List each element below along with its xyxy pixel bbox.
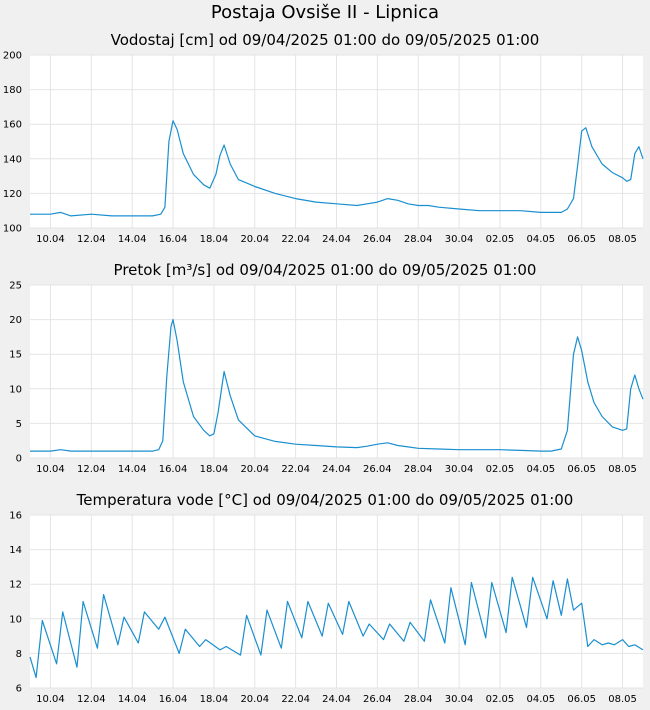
chart-title-water-temperature: Temperatura vode [°C] od 09/04/2025 01:0…: [76, 491, 574, 509]
y-tick-label: 20: [9, 315, 22, 326]
y-tick-label: 100: [3, 224, 22, 235]
x-tick-label: 04.05: [527, 694, 556, 705]
page-title: Postaja Ovsiše II - Lipnica: [210, 2, 440, 23]
chart-title-water-level: Vodostaj [cm] od 09/04/2025 01:00 do 09/…: [110, 31, 540, 49]
x-tick-label: 24.04: [322, 234, 351, 245]
x-tick-label: 02.05: [486, 694, 515, 705]
chart-water-temperature: 6 8 10 12 14 16 10.04 12.04 14.04 16.04 18.04 20.04…: [9, 511, 644, 705]
y-tick-label: 6: [16, 684, 22, 695]
x-tick-label: 12.04: [77, 464, 106, 475]
y-tick-label: 16: [9, 511, 22, 522]
x-tick-label: 20.04: [240, 234, 269, 245]
x-tick-label: 20.04: [240, 694, 269, 705]
x-tick-label: 16.04: [159, 234, 188, 245]
x-tick-label: 14.04: [118, 234, 147, 245]
y-tick-label: 5: [16, 419, 22, 430]
x-tick-label: 26.04: [363, 694, 392, 705]
y-tick-label: 160: [3, 120, 22, 131]
x-tick-label: 20.04: [240, 464, 269, 475]
y-tick-label: 140: [3, 154, 22, 165]
x-tick-label: 04.05: [527, 464, 556, 475]
x-tick-label: 26.04: [363, 464, 392, 475]
y-tick-label: 15: [9, 350, 22, 361]
chart-title-discharge: Pretok [m³/s] od 09/04/2025 01:00 do 09/…: [113, 261, 537, 279]
x-tick-label: 30.04: [445, 464, 474, 475]
x-tick-label: 12.04: [77, 694, 106, 705]
x-tick-label: 30.04: [445, 234, 474, 245]
x-tick-label: 14.04: [118, 694, 147, 705]
x-tick-label: 24.04: [322, 464, 351, 475]
series-line: [29, 576, 644, 679]
x-tick-label: 06.05: [567, 464, 596, 475]
y-tick-label: 200: [3, 51, 22, 62]
x-tick-label: 08.05: [608, 234, 637, 245]
x-tick-label: 12.04: [77, 234, 106, 245]
x-tick-label: 22.04: [281, 464, 310, 475]
y-tick-label: 120: [3, 189, 22, 200]
y-tick-label: 25: [9, 281, 22, 292]
y-tick-label: 0: [16, 454, 22, 465]
x-tick-label: 08.05: [608, 694, 637, 705]
y-tick-label: 14: [9, 545, 22, 556]
y-tick-label: 12: [9, 580, 22, 591]
x-tick-label: 02.05: [486, 234, 515, 245]
x-tick-label: 04.05: [527, 234, 556, 245]
x-tick-label: 16.04: [159, 464, 188, 475]
x-tick-label: 28.04: [404, 464, 433, 475]
x-tick-label: 22.04: [281, 694, 310, 705]
chart-water-level: 100 120 140 160 180 200 10.04 12.04 14.04 16.04 18…: [3, 51, 644, 245]
x-tick-label: 14.04: [118, 464, 147, 475]
x-tick-label: 16.04: [159, 694, 188, 705]
series-line: [30, 120, 644, 217]
x-tick-label: 24.04: [322, 694, 351, 705]
y-tick-label: 10: [9, 614, 22, 625]
x-tick-label: 06.05: [567, 234, 596, 245]
x-tick-label: 28.04: [404, 694, 433, 705]
chart-discharge: 0 5 10 15 20 25 10.04 12.04 14.04 16.04 18.04 20.04…: [9, 281, 644, 475]
x-tick-label: 28.04: [404, 234, 433, 245]
x-tick-label: 10.04: [36, 694, 65, 705]
series-line: [30, 318, 644, 452]
x-tick-label: 22.04: [281, 234, 310, 245]
x-tick-label: 08.05: [608, 464, 637, 475]
x-tick-label: 30.04: [445, 694, 474, 705]
x-tick-label: 26.04: [363, 234, 392, 245]
y-tick-label: 10: [9, 384, 22, 395]
x-tick-label: 18.04: [200, 234, 229, 245]
x-tick-label: 18.04: [200, 694, 229, 705]
x-tick-label: 10.04: [36, 464, 65, 475]
x-tick-label: 06.05: [567, 694, 596, 705]
x-tick-label: 10.04: [36, 234, 65, 245]
x-tick-label: 18.04: [200, 464, 229, 475]
y-tick-label: 8: [16, 649, 22, 660]
x-tick-label: 02.05: [486, 464, 515, 475]
y-tick-label: 180: [3, 85, 22, 96]
